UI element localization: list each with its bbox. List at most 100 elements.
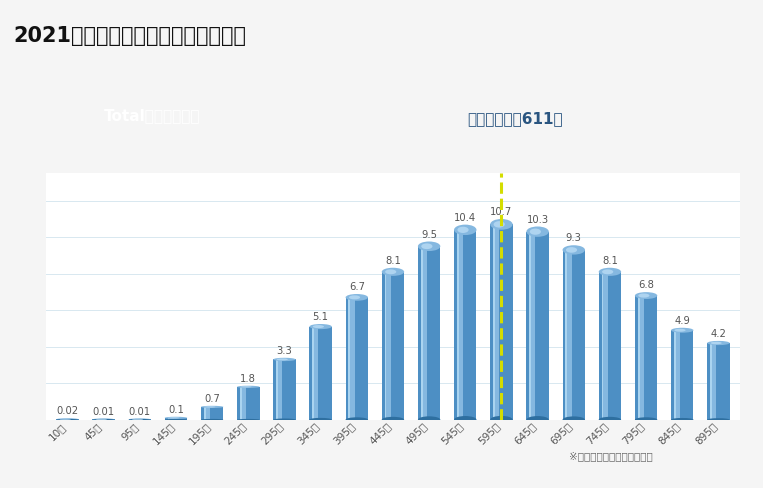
- Ellipse shape: [96, 419, 107, 420]
- Ellipse shape: [602, 269, 613, 274]
- Bar: [349, 297, 355, 420]
- Ellipse shape: [237, 386, 259, 388]
- Ellipse shape: [707, 418, 729, 421]
- Ellipse shape: [382, 268, 404, 276]
- Text: 0.7: 0.7: [204, 394, 220, 404]
- Ellipse shape: [56, 419, 79, 421]
- Bar: [465, 230, 472, 420]
- Ellipse shape: [674, 329, 686, 332]
- Ellipse shape: [526, 416, 549, 423]
- Bar: [320, 326, 327, 420]
- Ellipse shape: [635, 292, 657, 299]
- Bar: [168, 418, 174, 420]
- Bar: [310, 326, 332, 420]
- Text: 3.3: 3.3: [276, 346, 292, 356]
- Bar: [454, 230, 476, 420]
- Bar: [429, 246, 435, 420]
- Bar: [710, 343, 712, 420]
- Bar: [285, 360, 291, 420]
- Ellipse shape: [92, 418, 115, 421]
- Bar: [458, 230, 463, 420]
- Ellipse shape: [671, 418, 694, 422]
- Ellipse shape: [277, 359, 288, 361]
- Ellipse shape: [562, 245, 585, 255]
- Ellipse shape: [599, 268, 621, 276]
- Ellipse shape: [421, 244, 433, 249]
- Text: 8.1: 8.1: [385, 256, 401, 266]
- Bar: [393, 272, 399, 420]
- Bar: [240, 387, 246, 420]
- Bar: [530, 232, 536, 420]
- Bar: [382, 272, 404, 420]
- Ellipse shape: [454, 224, 476, 235]
- Bar: [312, 326, 314, 420]
- Bar: [574, 250, 580, 420]
- Ellipse shape: [240, 386, 252, 387]
- Bar: [526, 232, 549, 420]
- Text: 2021年度の平均スコア・スコア分布: 2021年度の平均スコア・スコア分布: [14, 25, 246, 45]
- Ellipse shape: [418, 416, 440, 423]
- Bar: [168, 418, 169, 420]
- Text: 6.7: 6.7: [349, 282, 365, 292]
- Bar: [562, 250, 585, 420]
- Bar: [212, 407, 218, 420]
- Bar: [671, 330, 694, 420]
- Ellipse shape: [349, 295, 360, 300]
- Ellipse shape: [129, 419, 151, 421]
- Text: 6.8: 6.8: [638, 280, 654, 290]
- Bar: [635, 296, 657, 420]
- Bar: [237, 387, 259, 420]
- Ellipse shape: [490, 416, 513, 424]
- Bar: [421, 246, 427, 420]
- Ellipse shape: [530, 228, 541, 235]
- Ellipse shape: [310, 418, 332, 422]
- Ellipse shape: [132, 419, 143, 420]
- Ellipse shape: [56, 418, 79, 420]
- Bar: [248, 387, 254, 420]
- Ellipse shape: [201, 406, 224, 408]
- Bar: [494, 224, 499, 420]
- Bar: [421, 246, 423, 420]
- Bar: [457, 230, 459, 420]
- Ellipse shape: [313, 325, 324, 328]
- Ellipse shape: [129, 418, 151, 421]
- Ellipse shape: [494, 221, 505, 227]
- Text: 10.7: 10.7: [491, 207, 513, 217]
- Ellipse shape: [60, 419, 71, 420]
- Bar: [537, 232, 544, 420]
- Bar: [346, 297, 368, 420]
- Bar: [277, 360, 282, 420]
- Bar: [313, 326, 318, 420]
- Ellipse shape: [635, 417, 657, 422]
- Bar: [566, 250, 571, 420]
- Ellipse shape: [346, 417, 368, 422]
- Text: 0.01: 0.01: [92, 407, 114, 417]
- Ellipse shape: [418, 242, 440, 251]
- Text: 5.1: 5.1: [313, 312, 329, 322]
- Bar: [639, 296, 644, 420]
- Bar: [602, 272, 608, 420]
- Text: 9.3: 9.3: [566, 233, 581, 244]
- Ellipse shape: [382, 417, 404, 423]
- Ellipse shape: [310, 324, 332, 329]
- Ellipse shape: [237, 419, 259, 421]
- Text: 10.4: 10.4: [454, 213, 476, 223]
- Bar: [638, 296, 639, 420]
- Ellipse shape: [165, 417, 187, 419]
- Bar: [501, 224, 507, 420]
- Bar: [674, 330, 680, 420]
- Bar: [493, 224, 495, 420]
- Text: 8.1: 8.1: [602, 256, 618, 266]
- Ellipse shape: [599, 417, 621, 423]
- Ellipse shape: [458, 227, 468, 233]
- Bar: [490, 224, 513, 420]
- Bar: [707, 343, 729, 420]
- Bar: [565, 250, 567, 420]
- Text: Totalスコアの分布: Totalスコアの分布: [105, 108, 201, 123]
- Text: ※棒グラフ上の数字は構成比: ※棒グラフ上の数字は構成比: [568, 451, 652, 461]
- Bar: [385, 272, 386, 420]
- Ellipse shape: [273, 419, 296, 421]
- Text: 0.01: 0.01: [129, 407, 151, 417]
- Text: 1.8: 1.8: [240, 374, 256, 384]
- Bar: [204, 407, 205, 420]
